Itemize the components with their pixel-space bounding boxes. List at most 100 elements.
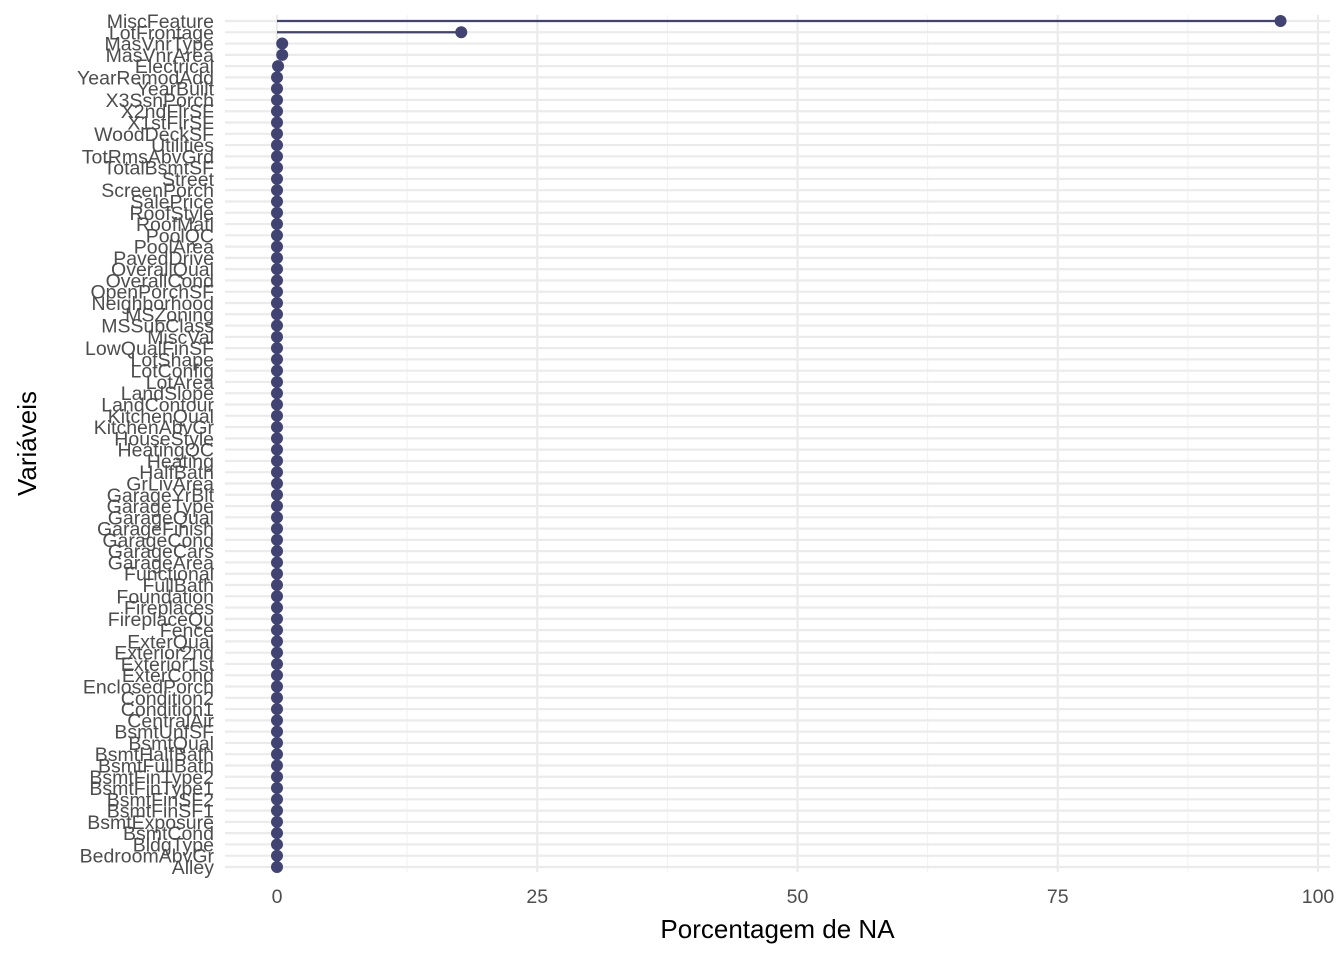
y-tick-label: LotShape: [131, 349, 215, 371]
lollipop-point: [272, 60, 285, 73]
lollipop-point: [271, 793, 283, 806]
lollipop-point: [271, 669, 283, 682]
y-tick-label: KitchenQual: [108, 406, 214, 428]
grid-lines: [225, 15, 1330, 872]
lollipop-point: [271, 139, 283, 152]
lollipop-point: [271, 127, 283, 140]
x-tick-label: 25: [526, 886, 548, 908]
y-tick-label: PoolArea: [134, 237, 214, 259]
y-tick-label: OverallCond: [106, 270, 214, 292]
x-tick-label: 0: [272, 886, 283, 908]
y-tick-label: MasVnrArea: [106, 45, 215, 67]
lollipop-point: [271, 375, 283, 388]
lollipop-point: [271, 387, 283, 400]
lollipop-point: [271, 579, 283, 591]
y-tick-label: MSSubClass: [101, 316, 214, 338]
y-tick-label: LotConfig: [131, 361, 214, 383]
lollipop-point: [271, 703, 283, 716]
y-tick-label: BsmtFinType2: [89, 767, 214, 789]
y-tick-label: LandContour: [101, 395, 214, 417]
lollipop-point: [271, 398, 283, 411]
lollipop-point: [271, 838, 283, 851]
y-tick-label: BsmtHalfBath: [95, 744, 214, 766]
lollipop-point: [271, 511, 283, 524]
lollipop-point: [271, 409, 283, 422]
lollipop-point: [271, 522, 283, 535]
lollipop-point: [271, 759, 283, 772]
lollipop-point: [271, 567, 283, 580]
lollipop-point: [271, 861, 283, 873]
lollipop-point: [271, 251, 283, 264]
lollipop-point: [271, 612, 283, 625]
lollipop-point: [271, 161, 283, 174]
y-tick-label: Exterior1st: [121, 654, 215, 676]
y-tick-label: RoofMatl: [136, 214, 214, 236]
y-tick-label: BsmtFinSF2: [107, 789, 214, 811]
y-tick-label: Functional: [124, 564, 214, 586]
lollipop-point: [271, 116, 283, 129]
lollipop-point: [271, 590, 283, 603]
lollipop-point: [271, 364, 283, 377]
lollipop-point: [271, 533, 283, 546]
y-tick-label: Exterior2nd: [114, 643, 214, 665]
lollipop-point: [271, 635, 283, 648]
y-tick-label: WoodDeckSF: [94, 124, 214, 146]
lollipop-point: [271, 849, 283, 862]
y-tick-label: LandSlope: [121, 383, 214, 405]
lollipop-point: [271, 297, 283, 309]
lollipop-point: [271, 342, 283, 355]
lollipop-point: [271, 319, 283, 332]
y-tick-label: BedroomAbvGr: [80, 846, 215, 868]
y-tick-label: GarageArea: [108, 552, 214, 574]
lollipop-point: [271, 274, 283, 287]
lollipop-point: [271, 218, 283, 231]
lollipop-point: [271, 545, 283, 558]
y-tick-label: Neighborhood: [91, 293, 214, 315]
lollipop-point: [271, 714, 283, 727]
y-tick-label: ExterCond: [122, 665, 214, 687]
lollipop-point: [276, 48, 289, 61]
lollipop-point: [271, 466, 283, 479]
lollipop-point: [271, 556, 283, 569]
lollipop-point: [271, 229, 283, 242]
lollipop-point: [271, 206, 283, 219]
y-tick-label: FullBath: [142, 575, 214, 597]
y-tick-label: BldgType: [133, 834, 214, 856]
lollipop-point: [271, 71, 283, 84]
y-tick-label: TotalBsmtSF: [103, 158, 214, 180]
y-tick-label: OverallQual: [111, 259, 214, 281]
lollipop-point: [271, 624, 283, 637]
y-tick-label: Heating: [147, 451, 214, 473]
y-tick-label: BsmtUnfSF: [114, 722, 214, 744]
y-tick-label: MSZoning: [125, 304, 214, 326]
y-tick-label: GarageQual: [108, 507, 214, 529]
lollipop-point: [271, 500, 283, 513]
y-tick-label: HeatingQC: [118, 440, 214, 462]
lollipop-point: [271, 748, 283, 761]
y-tick-label: EnclosedPorch: [83, 677, 214, 699]
y-tick-label: ExterQual: [127, 631, 214, 653]
lollipop-point: [271, 770, 283, 783]
y-tick-label: ScreenPorch: [101, 180, 214, 202]
x-tick-label: 50: [787, 886, 809, 908]
y-tick-label: YearBuilt: [137, 79, 215, 101]
x-tick-label: 75: [1047, 886, 1069, 908]
y-tick-label: X2ndFlrSF: [121, 101, 214, 123]
y-tick-label: KitchenAbvGr: [94, 417, 215, 439]
y-tick-label: Alley: [172, 857, 215, 879]
y-tick-label: Foundation: [116, 586, 214, 608]
lollipop-point: [271, 353, 283, 366]
lollipop-point: [271, 93, 283, 106]
y-tick-label: MiscVal: [147, 327, 214, 349]
y-tick-label: X3SsnPorch: [106, 90, 214, 112]
lollipop-point: [271, 680, 283, 693]
data-marks: [271, 15, 1287, 873]
y-tick-label: RoofStyle: [129, 203, 214, 225]
y-tick-label: BsmtFullBath: [98, 755, 214, 777]
y-axis-title: Variáveis: [12, 391, 42, 496]
y-tick-label: MasVnrType: [105, 34, 214, 56]
lollipop-point: [271, 736, 283, 749]
lollipop-point: [271, 488, 283, 501]
lollipop-point: [271, 184, 283, 197]
